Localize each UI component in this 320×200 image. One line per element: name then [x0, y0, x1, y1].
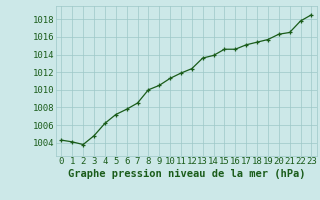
X-axis label: Graphe pression niveau de la mer (hPa): Graphe pression niveau de la mer (hPa): [68, 169, 305, 179]
